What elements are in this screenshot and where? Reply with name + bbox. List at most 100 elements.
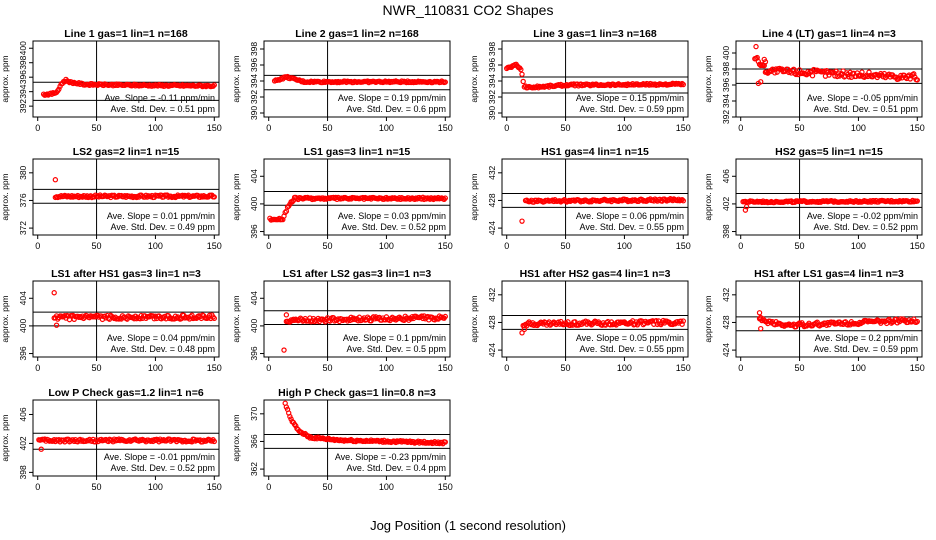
y-axis-label: approx. ppm <box>231 173 241 220</box>
data-point <box>758 314 764 321</box>
std-dev-annotation: Ave. Std. Dev. = 0.59 ppm <box>814 344 918 354</box>
data-point <box>56 86 62 92</box>
data-point <box>914 318 920 325</box>
x-tick-label: 0 <box>504 363 509 373</box>
data-series <box>281 312 448 353</box>
x-tick-label: 0 <box>266 363 271 373</box>
data-point <box>846 74 852 80</box>
y-tick-label: 400 <box>249 197 259 211</box>
panel-1: Line 1 gas=1 lin=1 n=168 approx. ppm 0 50 10… <box>0 28 222 133</box>
y-axis-label: approx. ppm <box>0 173 10 220</box>
data-point <box>519 71 525 77</box>
x-tick-label: 0 <box>35 363 40 373</box>
panel-title: HS1 after HS2 gas=4 lin=1 n=3 <box>520 268 671 280</box>
y-axis-label: approx. ppm <box>0 414 10 461</box>
x-tick-label: 150 <box>910 123 925 133</box>
slope-annotation: Ave. Slope = 0.19 ppm/min <box>338 93 446 103</box>
data-point <box>282 209 288 216</box>
std-dev-annotation: Ave. Std. Dev. = 0.51 ppm <box>111 104 215 114</box>
panel-14: High P Check gas=1 lin=0.8 n=3 approx. pp… <box>231 387 453 492</box>
y-tick-label: 392 <box>249 90 259 104</box>
data-point <box>145 83 152 89</box>
y-tick-label: 392 <box>721 110 731 124</box>
y-axis-label: approx. ppm <box>469 173 479 220</box>
x-tick-label: 0 <box>266 123 271 133</box>
plot-frame <box>263 399 451 477</box>
y-tick-label: 366 <box>249 434 259 448</box>
data-point <box>758 325 764 332</box>
x-tick-label: 150 <box>910 241 925 251</box>
data-point <box>132 83 139 89</box>
data-point <box>211 315 217 322</box>
y-tick-label: 396 <box>249 224 259 238</box>
data-point <box>441 196 447 203</box>
panel-title: Line 1 gas=1 lin=1 n=168 <box>64 28 188 40</box>
y-tick-label: 432 <box>721 287 731 301</box>
data-point <box>895 199 902 205</box>
data-point <box>313 434 319 441</box>
data-series <box>504 61 686 91</box>
slope-annotation: Ave. Slope = -0.01 ppm/min <box>104 452 215 462</box>
x-tick-label: 150 <box>438 241 453 251</box>
x-tick-label: 0 <box>738 123 743 133</box>
data-point <box>914 77 920 83</box>
data-point <box>814 319 820 325</box>
data-point <box>907 76 913 82</box>
panel-title: High P Check gas=1 lin=0.8 n=3 <box>278 387 436 399</box>
y-tick-label: 372 <box>18 221 28 235</box>
data-point <box>211 438 217 445</box>
data-point <box>399 439 405 445</box>
x-tick-label: 100 <box>379 482 394 492</box>
data-series <box>756 310 920 332</box>
data-point <box>518 66 524 73</box>
plot-frame <box>735 40 923 118</box>
slope-annotation: Ave. Slope = -0.23 ppm/min <box>335 452 446 462</box>
data-point <box>759 199 765 206</box>
y-tick-label: 398 <box>18 465 28 479</box>
panel-12: HS1 after LS1 gas=4 lin=1 n=3 approx. ppm… <box>703 268 925 373</box>
data-point <box>845 322 851 328</box>
y-tick-label: 392 <box>18 99 28 113</box>
std-dev-annotation: Ave. Std. Dev. = 0.49 ppm <box>111 222 215 232</box>
data-point <box>442 195 448 201</box>
x-tick-label: 100 <box>851 241 866 251</box>
x-tick-label: 100 <box>617 241 632 251</box>
data-point <box>293 423 299 429</box>
y-tick-label: 424 <box>487 343 497 357</box>
y-axis-label: approx. ppm <box>703 55 713 102</box>
data-point <box>762 59 769 65</box>
y-axis-label: approx. ppm <box>231 55 241 102</box>
data-point <box>680 318 686 324</box>
data-point <box>439 439 445 446</box>
data-series <box>282 400 448 447</box>
y-tick-label: 404 <box>249 169 259 183</box>
y-axis-label: approx. ppm <box>231 295 241 342</box>
data-series <box>271 73 448 86</box>
std-dev-annotation: Ave. Std. Dev. = 0.55 ppm <box>580 344 684 354</box>
y-tick-label: 362 <box>249 462 259 476</box>
data-point <box>281 347 287 353</box>
data-point <box>57 194 63 200</box>
plot-frame <box>263 40 451 118</box>
y-axis-label: approx. ppm <box>0 295 10 342</box>
data-point <box>646 197 652 203</box>
panel-7: HS1 gas=4 lin=1 n=15 approx. ppm 0 50 100 150… <box>469 146 691 251</box>
data-series <box>36 436 217 452</box>
x-tick-label: 50 <box>92 482 102 492</box>
y-tick-label: 424 <box>721 343 731 357</box>
data-point <box>406 195 412 201</box>
data-point <box>896 75 903 81</box>
data-point <box>442 79 448 85</box>
data-point <box>758 79 764 85</box>
data-point <box>531 322 537 329</box>
data-point <box>765 70 771 76</box>
slope-annotation: Ave. Slope = -0.02 ppm/min <box>807 211 918 221</box>
y-axis-label: approx. ppm <box>703 295 713 342</box>
panel-9: LS1 after HS1 gas=3 lin=1 n=3 approx. ppm… <box>0 268 222 373</box>
x-tick-label: 50 <box>323 241 333 251</box>
data-point <box>211 194 217 200</box>
plot-frame <box>501 40 689 118</box>
y-tick-label: 432 <box>487 287 497 301</box>
std-dev-annotation: Ave. Std. Dev. = 0.5 ppm <box>347 344 446 354</box>
